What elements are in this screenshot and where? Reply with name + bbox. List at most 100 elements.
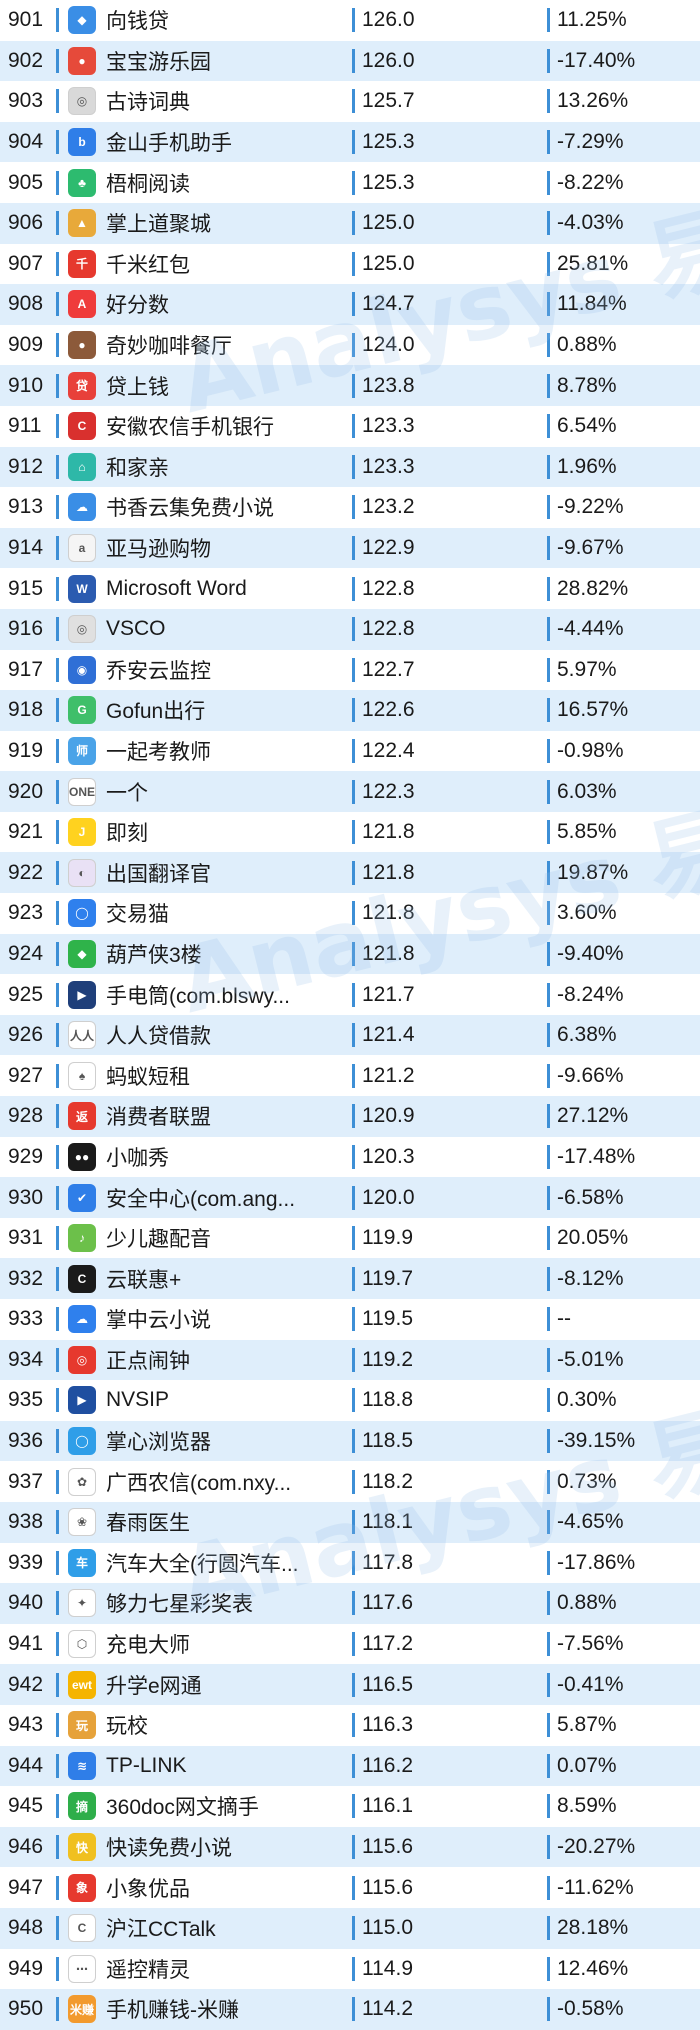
app-icon: G: [68, 696, 96, 725]
active-users-value: 122.8: [362, 617, 415, 641]
column-divider: [352, 211, 355, 236]
column-divider: [56, 1144, 59, 1169]
app-icon: ≋: [68, 1751, 96, 1780]
app-cell: 车汽车大全(行圆汽车...: [68, 1548, 299, 1578]
column-divider: [56, 901, 59, 926]
rank-cell: 904: [8, 130, 44, 154]
column-divider: [56, 1632, 59, 1657]
change-rate: -9.22%: [557, 495, 624, 519]
app-cell: C 云联惠+: [68, 1264, 181, 1294]
column-divider: [547, 738, 550, 763]
rank-cell: 934: [8, 1347, 44, 1371]
app-name: 正点闹钟: [106, 1349, 190, 1373]
active-users-value: 125.3: [362, 170, 415, 194]
rank-cell: 943: [8, 1713, 44, 1737]
app-name: 遥控精灵: [106, 1958, 190, 1982]
column-divider: [547, 333, 550, 358]
app-icon: a: [68, 534, 96, 563]
app-cell: 贷贷上钱: [68, 371, 169, 401]
column-divider: [547, 1713, 550, 1738]
column-divider: [547, 454, 550, 479]
app-name: 一个: [106, 781, 148, 805]
column-divider: [56, 1023, 59, 1048]
active-users-value: 119.2: [362, 1347, 413, 1371]
change-rate: 25.81%: [557, 251, 629, 275]
app-icon: ◉: [68, 655, 96, 684]
table-row: 950 米赚 手机赚钱-米赚 114.2 -0.58%: [0, 1989, 700, 2030]
change-rate: -7.56%: [557, 1632, 624, 1656]
rank-cell: 903: [8, 89, 44, 113]
table-row: 936 ◯ 掌心浏览器 118.5 -39.15%: [0, 1420, 700, 1462]
column-divider: [547, 901, 550, 926]
active-users-value: 116.5: [362, 1672, 413, 1696]
column-divider: [56, 1510, 59, 1535]
active-users-value: 119.5: [362, 1307, 413, 1331]
rank-cell: 938: [8, 1510, 44, 1534]
active-users-value: 119.9: [362, 1226, 413, 1250]
app-cell: 返消费者联盟: [68, 1101, 211, 1131]
column-divider: [56, 1388, 59, 1413]
column-divider: [56, 1875, 59, 1900]
rank-cell: 914: [8, 536, 44, 560]
app-name: 亚马逊购物: [106, 538, 211, 562]
table-row: 927 ♠ 蚂蚁短租 121.2 -9.66%: [0, 1055, 700, 1097]
change-rate: -8.24%: [557, 982, 624, 1006]
column-divider: [547, 941, 550, 966]
app-icon: ♠: [68, 1061, 96, 1090]
table-row: 930 ✔ 安全中心(com.ang... 120.0 -6.58%: [0, 1177, 700, 1218]
active-users-value: 116.3: [362, 1713, 413, 1737]
app-cell: 人人 人人贷借款: [68, 1020, 211, 1050]
app-icon: ❀: [68, 1508, 96, 1537]
table-row: 947 象小象优品 115.6 -11.62%: [0, 1867, 700, 1908]
change-rate: -4.65%: [557, 1510, 624, 1534]
column-divider: [547, 820, 550, 845]
app-name: TP-LINK: [106, 1753, 187, 1777]
app-cell: 快快读免费小说: [68, 1832, 232, 1862]
column-divider: [352, 1063, 355, 1088]
column-divider: [56, 8, 59, 33]
app-cell: ❀ 春雨医生: [68, 1507, 190, 1537]
app-name: 古诗词典: [106, 91, 190, 115]
app-icon: 玩: [68, 1711, 96, 1740]
column-divider: [352, 1835, 355, 1860]
app-cell: 象小象优品: [68, 1873, 190, 1903]
active-users-value: 126.0: [362, 8, 415, 32]
app-name: 一起考教师: [106, 740, 211, 764]
table-row: 906 ▲ 掌上道聚城 125.0 -4.03%: [0, 202, 700, 244]
app-name: 掌心浏览器: [106, 1431, 211, 1455]
app-name: 升学e网通: [106, 1674, 202, 1698]
column-divider: [547, 48, 550, 73]
rank-cell: 913: [8, 495, 44, 519]
active-users-value: 121.4: [362, 1023, 415, 1047]
active-users-value: 115.6: [362, 1835, 413, 1859]
table-row: 943 玩玩校 116.3 5.87%: [0, 1704, 700, 1746]
app-icon: 千: [68, 249, 96, 278]
table-row: 902 ● 宝宝游乐园 126.0 -17.40%: [0, 40, 700, 82]
column-divider: [352, 1794, 355, 1819]
app-icon: 返: [68, 1102, 96, 1131]
rank-cell: 928: [8, 1104, 44, 1128]
rank-cell: 909: [8, 333, 44, 357]
rank-cell: 949: [8, 1956, 44, 1980]
table-row: 934 ◎ 正点闹钟 119.2 -5.01%: [0, 1339, 700, 1381]
rank-cell: 920: [8, 779, 44, 803]
active-users-value: 114.2: [362, 1997, 413, 2021]
change-rate: 1.96%: [557, 454, 617, 478]
active-users-value: 121.8: [362, 941, 415, 965]
column-divider: [352, 1226, 355, 1251]
column-divider: [56, 657, 59, 682]
column-divider: [56, 536, 59, 561]
table-row: 939 车汽车大全(行圆汽车... 117.8 -17.86%: [0, 1542, 700, 1584]
column-divider: [56, 1916, 59, 1941]
change-rate: 5.87%: [557, 1713, 617, 1737]
active-users-value: 119.7: [362, 1266, 413, 1290]
app-icon: ▶: [68, 980, 96, 1009]
app-cell: ≋ TP-LINK: [68, 1751, 187, 1780]
column-divider: [352, 820, 355, 845]
rank-cell: 946: [8, 1835, 44, 1859]
column-divider: [56, 1550, 59, 1575]
rank-cell: 926: [8, 1023, 44, 1047]
column-divider: [352, 1956, 355, 1981]
rank-cell: 924: [8, 941, 44, 965]
column-divider: [56, 1835, 59, 1860]
